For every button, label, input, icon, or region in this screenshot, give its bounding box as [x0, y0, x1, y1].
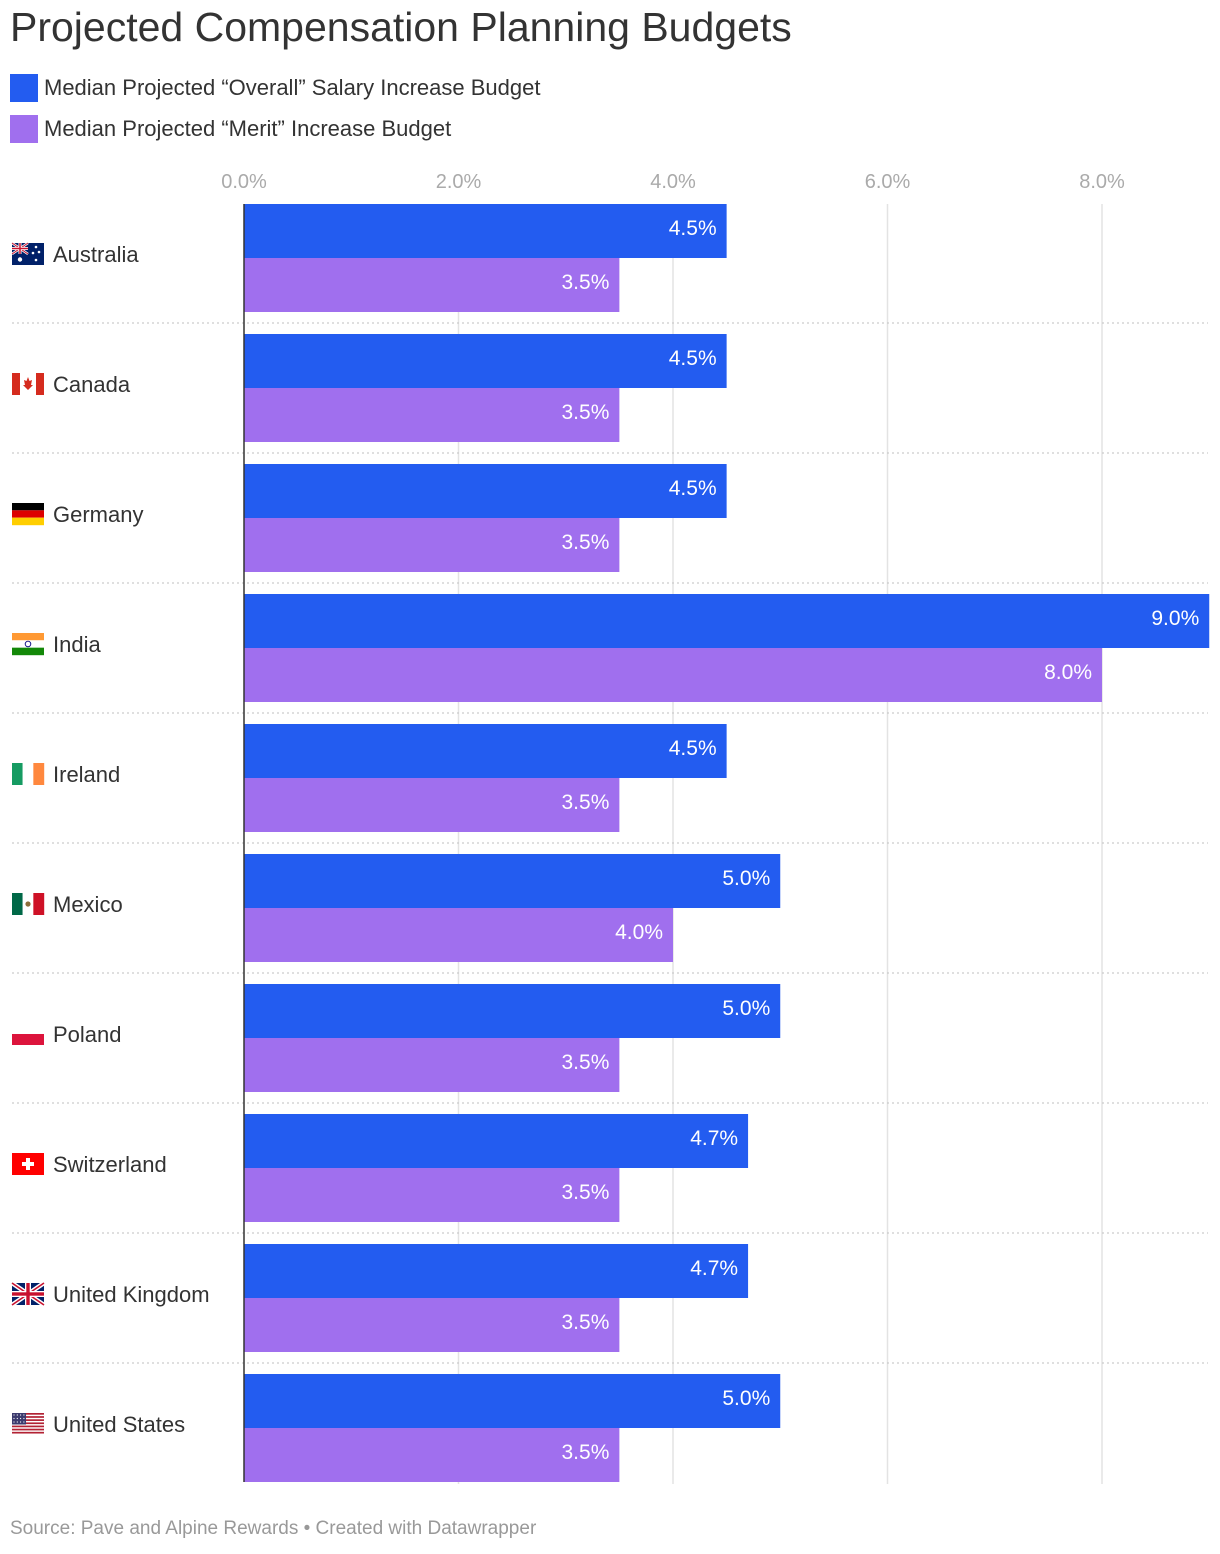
bar-merit [244, 778, 620, 832]
chart-title: Projected Compensation Planning Budgets [10, 4, 792, 50]
legend-item-overall: Median Projected “Overall” Salary Increa… [10, 74, 540, 102]
bar-value-label: 3.5% [562, 1441, 610, 1464]
bar-value-label: 3.5% [562, 531, 610, 554]
category-label: Australia [53, 242, 139, 267]
bar-value-label: 4.7% [690, 1127, 738, 1150]
category-label: Poland [53, 1022, 122, 1047]
bar-overall [244, 204, 727, 258]
bar-merit [244, 908, 673, 962]
legend-item-merit: Median Projected “Merit” Increase Budget [10, 115, 451, 143]
category-label: United States [53, 1412, 185, 1437]
united-states-flag-icon [12, 1413, 44, 1435]
bar-merit [244, 1038, 620, 1092]
bar-value-label: 5.0% [722, 1387, 770, 1410]
x-tick-label: 4.0% [650, 171, 696, 193]
bar-merit [244, 258, 620, 312]
bar-value-label: 4.7% [690, 1257, 738, 1280]
bar-value-label: 4.5% [669, 477, 717, 500]
category-label: Canada [53, 372, 131, 397]
poland-flag-icon [12, 1023, 44, 1045]
germany-flag-icon [12, 503, 44, 526]
bar-value-label: 3.5% [562, 1311, 610, 1334]
bar-value-label: 3.5% [562, 791, 610, 814]
legend-label-merit: Median Projected “Merit” Increase Budget [44, 116, 452, 141]
bar-value-label: 4.5% [669, 737, 717, 760]
bar-value-label: 9.0% [1151, 607, 1199, 630]
bar-overall [244, 464, 727, 518]
bar-value-label: 8.0% [1044, 661, 1092, 684]
x-tick-label: 0.0% [221, 171, 267, 193]
x-tick-label: 6.0% [865, 171, 911, 193]
bar-overall [244, 854, 781, 908]
bar-value-label: 5.0% [722, 867, 770, 890]
bar-overall [244, 334, 727, 388]
bar-merit [244, 1298, 620, 1352]
x-tick-label: 8.0% [1079, 171, 1125, 193]
bar-value-label: 4.0% [615, 921, 663, 944]
bar-overall [244, 1244, 749, 1298]
legend-swatch-overall [10, 74, 38, 102]
bar-value-label: 3.5% [562, 1181, 610, 1204]
bar-merit [244, 518, 620, 572]
category-label: Germany [53, 502, 143, 527]
category-label: United Kingdom [53, 1282, 210, 1307]
category-label: Switzerland [53, 1152, 167, 1177]
bar-overall [244, 594, 1210, 648]
legend-swatch-merit [10, 115, 38, 143]
bar-merit [244, 1428, 620, 1482]
bar-chart: 0.0% 2.0% 4.0% 6.0% 8.0% 4.5% 3.5% Australia 4.5… [10, 171, 1210, 1484]
bar-overall [244, 724, 727, 778]
switzerland-flag-icon [12, 1153, 44, 1175]
legend-label-overall: Median Projected “Overall” Salary Increa… [44, 75, 541, 100]
bar-value-label: 5.0% [722, 997, 770, 1020]
source-note: Source: Pave and Alpine Rewards • Create… [10, 1518, 537, 1539]
bar-value-label: 4.5% [669, 347, 717, 370]
india-flag-icon [12, 633, 44, 656]
category-label: Ireland [53, 762, 120, 787]
bar-merit [244, 388, 620, 442]
united-kingdom-flag-icon [10, 1281, 46, 1307]
bar-value-label: 4.5% [669, 217, 717, 240]
australia-flag-icon [11, 241, 44, 265]
mexico-flag-icon [12, 893, 45, 915]
bar-overall [244, 984, 781, 1038]
x-tick-label: 2.0% [436, 171, 482, 193]
bar-merit [244, 648, 1102, 702]
category-label: Mexico [53, 892, 123, 917]
bar-value-label: 3.5% [562, 1051, 610, 1074]
bar-value-label: 3.5% [562, 271, 610, 294]
canada-flag-icon [12, 373, 44, 395]
ireland-flag-icon [12, 763, 45, 785]
bar-merit [244, 1168, 620, 1222]
bar-overall [244, 1114, 749, 1168]
bar-overall [244, 1374, 781, 1428]
category-label: India [53, 632, 101, 657]
bar-value-label: 3.5% [562, 401, 610, 424]
